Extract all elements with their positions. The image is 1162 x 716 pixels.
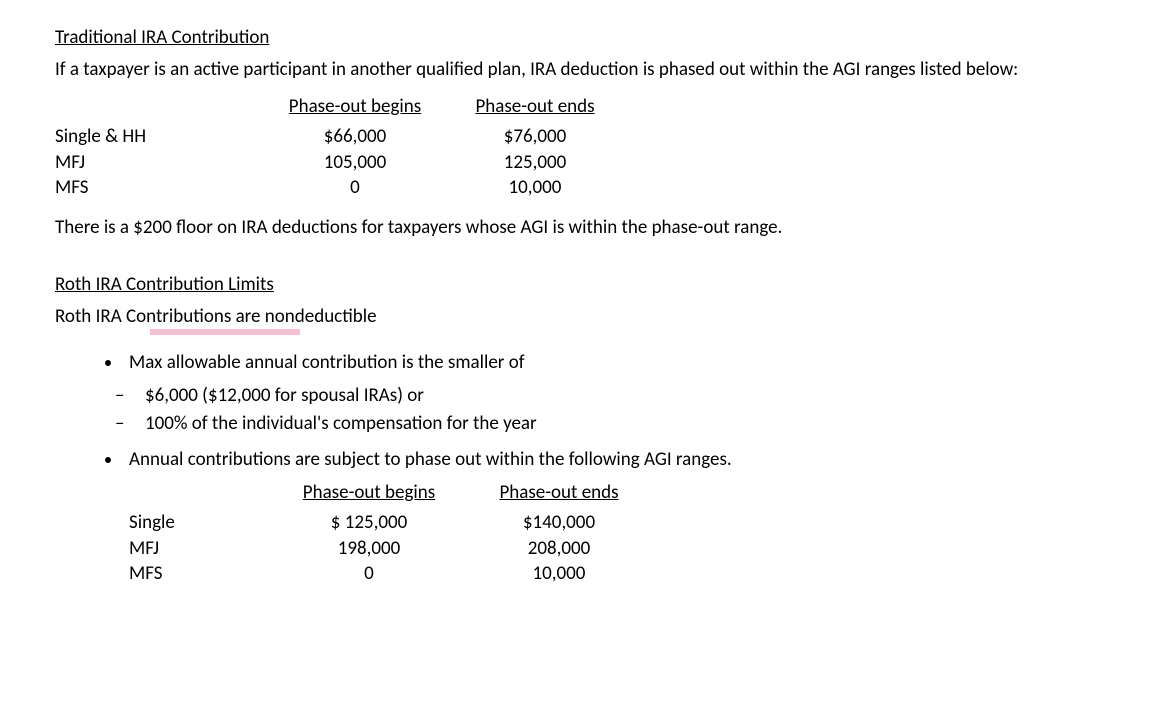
sub-bullet-100pct: 100% of the individual's compensation fo… <box>145 411 1107 437</box>
row-label: MFS <box>55 175 265 201</box>
bullet-phaseout-ranges: Annual contributions are subject to phas… <box>123 447 1107 473</box>
row-end: $76,000 <box>445 124 625 150</box>
col-header-begin: Phase-out begins <box>265 94 445 124</box>
row-end: 208,000 <box>469 536 649 562</box>
traditional-ira-intro: If a taxpayer is an active participant i… <box>55 57 1107 83</box>
row-begin: $ 125,000 <box>269 510 469 536</box>
row-begin: 0 <box>265 175 445 201</box>
highlight-marker <box>150 329 300 335</box>
row-label: MFJ <box>129 536 269 562</box>
roth-nondeductible-line: Roth IRA Contributions are nondeductible <box>55 304 377 330</box>
row-end: 10,000 <box>445 175 625 201</box>
bullet-max-contribution: Max allowable annual contribution is the… <box>123 350 1107 376</box>
roth-ira-title: Roth IRA Contribution Limits <box>55 272 1107 298</box>
row-end: $140,000 <box>469 510 649 536</box>
traditional-ira-title: Traditional IRA Contribution <box>55 25 1107 51</box>
row-begin: 198,000 <box>269 536 469 562</box>
traditional-ira-note: There is a $200 floor on IRA deductions … <box>55 215 1107 241</box>
row-label: Single <box>129 510 269 536</box>
row-begin: 0 <box>269 561 469 587</box>
row-label: MFJ <box>55 150 265 176</box>
row-label: Single & HH <box>55 124 265 150</box>
roth-phaseout-table: Phase-out begins Phase-out ends Single $… <box>129 480 1107 587</box>
row-end: 10,000 <box>469 561 649 587</box>
col-header-end: Phase-out ends <box>469 480 649 510</box>
row-label: MFS <box>129 561 269 587</box>
row-begin: 105,000 <box>265 150 445 176</box>
traditional-phaseout-table: Phase-out begins Phase-out ends Single &… <box>55 94 1107 201</box>
col-header-begin: Phase-out begins <box>269 480 469 510</box>
sub-bullet-6000: $6,000 ($12,000 for spousal IRAs) or <box>145 383 1107 409</box>
row-end: 125,000 <box>445 150 625 176</box>
col-header-end: Phase-out ends <box>445 94 625 124</box>
row-begin: $66,000 <box>265 124 445 150</box>
roth-nondeductible-text: Roth IRA Contributions are nondeductible <box>55 305 377 328</box>
